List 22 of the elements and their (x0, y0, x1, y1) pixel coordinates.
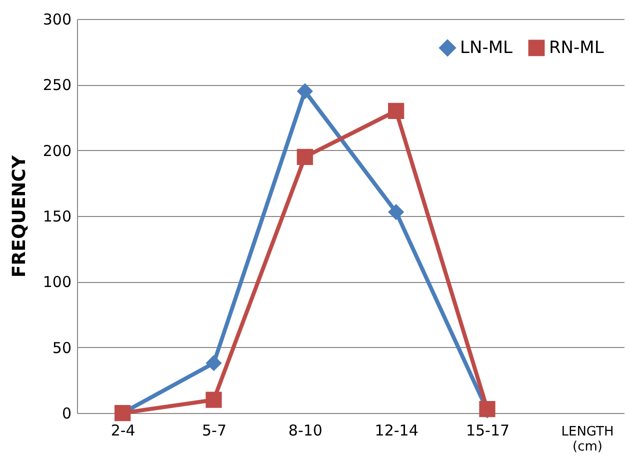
y-tick-label: 150 (42, 208, 72, 226)
x-tick-label: 12-14 (374, 422, 418, 440)
legend-label: LN-ML (460, 38, 513, 58)
y-tick-label: 50 (52, 338, 72, 357)
x-tick-label: 2-4 (110, 422, 136, 440)
x-tick-label: 15-17 (466, 422, 510, 440)
point (296, 148, 313, 165)
x-axis-title: LENGTH (cm) (561, 424, 614, 454)
point (388, 204, 404, 220)
y-tick-label: 100 (42, 273, 72, 292)
point (296, 83, 313, 100)
point (206, 392, 222, 408)
x-tick-label: 8-10 (288, 422, 322, 440)
y-tick-label: 250 (42, 76, 72, 94)
point (388, 102, 404, 119)
point (206, 355, 222, 372)
legend-label: RN-ML (549, 38, 604, 58)
y-axis-title: FREQUENCY (8, 154, 30, 278)
y-tick-label: 200 (42, 142, 72, 160)
x-tick-label: 5-7 (202, 422, 226, 440)
y-tick-label: 0 (62, 404, 72, 422)
y-tick-label: 300 (42, 10, 72, 28)
